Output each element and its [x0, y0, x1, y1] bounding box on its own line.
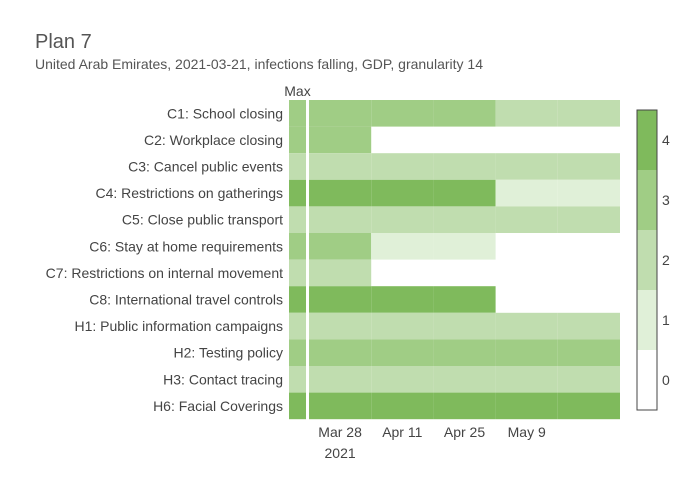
heatmap-cell — [557, 153, 620, 180]
heatmap-cell — [371, 153, 434, 180]
row-label: C1: School closing — [167, 105, 283, 121]
heatmap-cell — [495, 206, 558, 233]
heatmap-cell — [557, 366, 620, 393]
x-tick-label: May 9 — [508, 424, 546, 440]
colorbar-segment — [637, 110, 657, 170]
heatmap-cell — [433, 339, 496, 366]
heatmap-cell — [557, 100, 620, 127]
heatmap-cell — [371, 100, 434, 127]
heatmap-cell — [309, 206, 372, 233]
chart-title: Plan 7 — [35, 31, 92, 53]
row-label: H3: Contact tracing — [163, 371, 283, 387]
colorbar-segment — [637, 230, 657, 290]
row-label: C4: Restrictions on gatherings — [95, 185, 283, 201]
heatmap-cell — [433, 100, 496, 127]
max-cell — [289, 312, 306, 340]
row-label: C3: Cancel public events — [128, 159, 283, 175]
row-label: C7: Restrictions on internal movement — [46, 265, 283, 281]
colorbar-outline — [636, 109, 658, 411]
x-tick-label: Apr 25 — [444, 424, 485, 440]
heatmap-cell — [557, 392, 620, 420]
row-label: C8: International travel controls — [89, 292, 283, 308]
heatmap-cell — [309, 126, 372, 154]
heatmap-cell — [495, 100, 558, 127]
row-label: C6: Stay at home requirements — [89, 238, 283, 254]
heatmap-cell — [309, 179, 372, 207]
heatmap-cell — [371, 312, 434, 340]
heatmap-cell — [557, 179, 620, 207]
row-label: H2: Testing policy — [174, 345, 283, 361]
colorbar-tick-label: 3 — [662, 192, 670, 208]
heatmap-cell — [309, 312, 372, 340]
heatmap-cell — [433, 206, 496, 233]
heatmap-cell — [495, 339, 558, 366]
heatmap-cell — [495, 153, 558, 180]
heatmap-cell — [371, 366, 434, 393]
max-cell — [289, 126, 306, 154]
colorbar-segment — [637, 290, 657, 350]
row-label: H6: Facial Coverings — [153, 398, 283, 414]
heatmap-cell — [495, 179, 558, 207]
heatmap-cell — [309, 153, 372, 180]
heatmap-cell — [495, 392, 558, 420]
max-column-label: Max — [284, 83, 310, 99]
heatmap-cell — [495, 366, 558, 393]
max-cell — [289, 153, 306, 180]
heatmap-cell — [433, 233, 496, 260]
heatmap-cell — [433, 286, 496, 313]
heatmap-cell — [309, 366, 372, 393]
colorbar-tick-label: 1 — [662, 312, 670, 328]
heatmap-cell — [371, 179, 434, 207]
max-cell — [289, 392, 306, 420]
colorbar-tick-label: 0 — [662, 372, 670, 388]
heatmap-cell — [371, 339, 434, 366]
heatmap-cell — [309, 233, 372, 260]
max-cell — [289, 339, 306, 366]
chart-subtitle: United Arab Emirates, 2021-03-21, infect… — [35, 56, 483, 72]
heatmap-cell — [433, 312, 496, 340]
heatmap-cell — [309, 286, 372, 313]
max-cell — [289, 259, 306, 287]
max-cell — [289, 233, 306, 260]
heatmap-cell — [309, 339, 372, 366]
colorbar-segment — [637, 170, 657, 230]
max-cell — [289, 100, 306, 127]
x-tick-sublabel: 2021 — [325, 445, 356, 461]
row-label: C2: Workplace closing — [144, 132, 283, 148]
heatmap-cell — [371, 286, 434, 313]
heatmap-cell — [371, 206, 434, 233]
row-label: C5: Close public transport — [122, 212, 283, 228]
max-cell — [289, 179, 306, 207]
heatmap-cell — [495, 312, 558, 340]
heatmap-cell — [433, 153, 496, 180]
heatmap-cell — [433, 179, 496, 207]
heatmap-cell — [309, 259, 372, 287]
heatmap-cell — [371, 233, 434, 260]
heatmap-cell — [371, 392, 434, 420]
heatmap-cell — [557, 339, 620, 366]
x-tick-label: Mar 28 — [318, 424, 362, 440]
heatmap-cell — [557, 312, 620, 340]
heatmap-cell — [557, 206, 620, 233]
heatmap-cell — [309, 392, 372, 420]
colorbar-segment — [637, 350, 657, 410]
max-cell — [289, 366, 306, 393]
heatmap-cell — [433, 366, 496, 393]
max-cell — [289, 206, 306, 233]
x-tick-label: Apr 11 — [382, 424, 422, 440]
max-cell — [289, 286, 306, 313]
row-label: H1: Public information campaigns — [74, 318, 283, 334]
colorbar-tick-label: 2 — [662, 252, 670, 268]
heatmap-cell — [433, 392, 496, 420]
colorbar-tick-label: 4 — [662, 132, 670, 148]
heatmap-cell — [309, 100, 372, 127]
